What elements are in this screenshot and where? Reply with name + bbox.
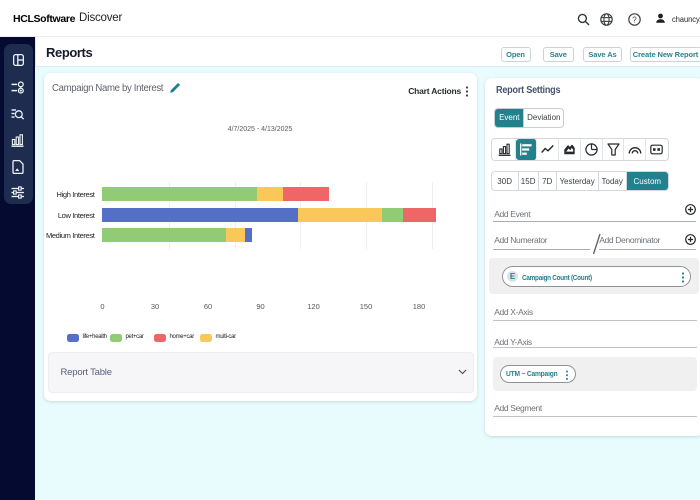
svg-text:?: ? — [632, 15, 637, 24]
